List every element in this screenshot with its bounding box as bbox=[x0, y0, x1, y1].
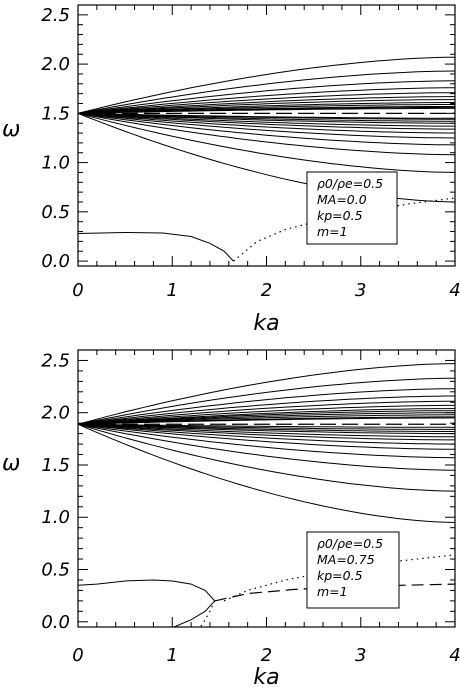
annotation-line: MA=0.75 bbox=[317, 552, 375, 567]
upper-branch-line-6 bbox=[78, 99, 455, 114]
top-panel: 0 1 2 3 4 0.0 0.5 1.0 1.5 2.0 2.5 ka ω ρ0/ρe=0.5MA=0.… bbox=[2, 4, 460, 336]
upper-branch-line-2 bbox=[78, 80, 455, 114]
x-axis-title: ka bbox=[253, 665, 279, 687]
annotation-line: kp=0.5 bbox=[317, 568, 363, 583]
x-axis-title: ka bbox=[253, 311, 279, 336]
lower-branch-line-6 bbox=[78, 112, 455, 130]
lower-branch-line-11 bbox=[78, 423, 455, 428]
x-tick-label: 0 bbox=[72, 280, 83, 301]
lower-branch-line-0 bbox=[78, 423, 455, 523]
lower-branch-line-2 bbox=[78, 423, 455, 471]
lower-branch-line-1 bbox=[78, 112, 455, 173]
annotation-line: m=1 bbox=[317, 224, 348, 239]
y-tick-label: 1.0 bbox=[41, 153, 70, 174]
lower-branch-line-4 bbox=[78, 112, 455, 139]
upper-branch-line-7 bbox=[78, 410, 455, 425]
lower-branch-line-11 bbox=[78, 112, 455, 119]
upper-branch-line-11 bbox=[78, 107, 455, 114]
y-tick-label: 0.5 bbox=[41, 202, 70, 223]
lower-branch-line-9 bbox=[78, 423, 455, 432]
upper-branch-line-1 bbox=[78, 377, 455, 425]
bottom-panel: 0 1 2 3 4 0.0 0.5 1.0 1.5 2.0 2.5 ka ω ρ0/ρe=0.5MA=0.… bbox=[2, 349, 460, 687]
low-mode-dashed-line bbox=[214, 583, 455, 602]
upper-branch-line-4 bbox=[78, 92, 455, 114]
annotation-line: kp=0.5 bbox=[317, 208, 363, 223]
y-tick-label: 0.0 bbox=[41, 251, 70, 272]
x-tick-label: 4 bbox=[449, 645, 460, 666]
low-mode-loop-line bbox=[78, 579, 216, 627]
plot-area bbox=[78, 56, 455, 262]
y-tick-label: 1.0 bbox=[41, 507, 70, 528]
x-tick-label: 4 bbox=[449, 280, 460, 301]
upper-branch-line-3 bbox=[78, 87, 455, 114]
upper-branch-line-4 bbox=[78, 400, 455, 425]
x-tick-label: 1 bbox=[167, 280, 178, 301]
x-tick-label: 1 bbox=[167, 645, 178, 666]
y-tick-label: 2.5 bbox=[41, 5, 70, 26]
lower-branch-line-4 bbox=[78, 423, 455, 450]
annotation-box bbox=[306, 171, 398, 245]
lower-branch-line-5 bbox=[78, 423, 455, 445]
upper-branch-line-0 bbox=[78, 56, 455, 114]
x-tick-label: 3 bbox=[355, 280, 366, 301]
upper-branch-line-6 bbox=[78, 408, 455, 425]
annotation-box bbox=[306, 531, 400, 609]
lower-branch-line-10 bbox=[78, 423, 455, 430]
y-axis-title: ω bbox=[2, 451, 20, 476]
upper-branch-line-5 bbox=[78, 404, 455, 425]
upper-branch-line-7 bbox=[78, 102, 455, 114]
x-tick-label: 3 bbox=[355, 645, 366, 666]
lower-branch-line-3 bbox=[78, 112, 455, 146]
upper-branch-line-8 bbox=[78, 412, 455, 425]
x-tick-label: 2 bbox=[261, 280, 272, 301]
upper-branch-line-0 bbox=[78, 363, 455, 425]
low-mode-solid-line bbox=[78, 231, 234, 262]
annotation-line: MA=0.0 bbox=[317, 192, 367, 207]
plot-area bbox=[78, 363, 455, 627]
annotation-line: ρ0/ρe=0.5 bbox=[317, 536, 383, 551]
lower-branch-line-6 bbox=[78, 423, 455, 441]
annotation-line: ρ0/ρe=0.5 bbox=[317, 176, 383, 191]
y-axis-title: ω bbox=[2, 117, 20, 142]
lower-branch-line-8 bbox=[78, 112, 455, 124]
y-tick-label: 0.0 bbox=[41, 612, 70, 633]
lower-branch-line-5 bbox=[78, 112, 455, 134]
upper-branch-line-11 bbox=[78, 417, 455, 425]
y-tick-label: 1.5 bbox=[41, 455, 70, 476]
y-tick-label: 2.5 bbox=[41, 350, 70, 371]
lower-branch-line-1 bbox=[78, 423, 455, 492]
y-tick-label: 0.5 bbox=[41, 560, 70, 581]
y-tick-label: 1.5 bbox=[41, 103, 70, 124]
lower-branch-line-7 bbox=[78, 112, 455, 127]
upper-branch-line-9 bbox=[78, 414, 455, 425]
upper-branch-line-3 bbox=[78, 395, 455, 425]
x-tick-label: 0 bbox=[72, 645, 83, 666]
y-tick-label: 2.0 bbox=[41, 403, 70, 424]
upper-branch-line-1 bbox=[78, 70, 455, 114]
y-tick-label: 2.0 bbox=[41, 54, 70, 75]
low-mode-dotted-line-a bbox=[199, 600, 216, 627]
x-tick-label: 2 bbox=[261, 645, 272, 666]
upper-branch-line-5 bbox=[78, 96, 455, 114]
upper-branch-line-2 bbox=[78, 388, 455, 425]
lower-branch-line-2 bbox=[78, 112, 455, 156]
lower-branch-line-7 bbox=[78, 423, 455, 438]
lower-branch-line-3 bbox=[78, 423, 455, 459]
annotation-line: m=1 bbox=[317, 584, 348, 599]
